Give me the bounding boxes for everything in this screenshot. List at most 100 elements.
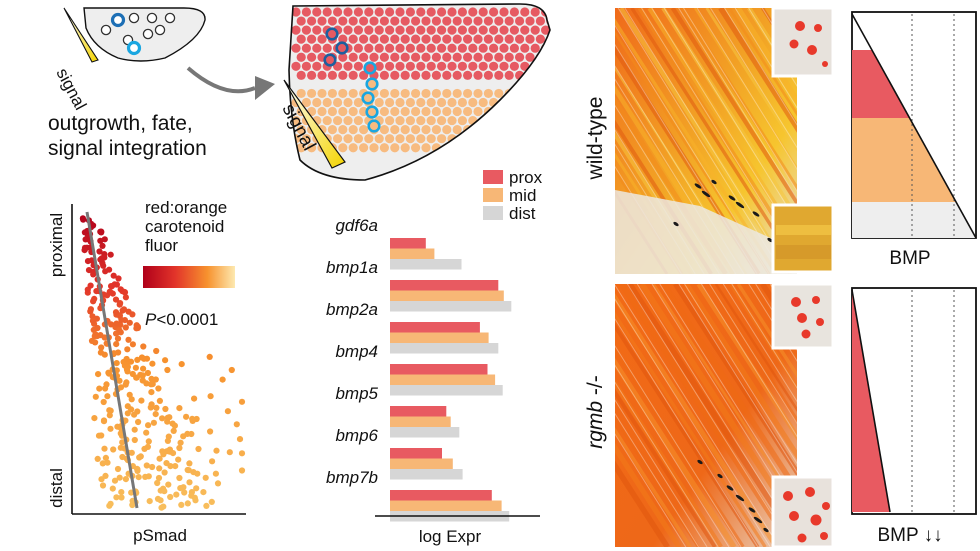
scatter-point — [119, 307, 126, 314]
labeled-cell — [363, 61, 377, 75]
fin-cell — [395, 134, 405, 144]
fin-cell — [353, 61, 363, 71]
fin-cell — [416, 61, 426, 71]
fin-cell — [515, 88, 525, 99]
fin-cell — [411, 70, 421, 80]
scatter-point — [98, 432, 105, 439]
scatter-point — [140, 365, 147, 372]
scatter-point — [122, 294, 129, 301]
scatter-point — [106, 407, 113, 414]
fin-cell — [463, 34, 473, 44]
fin-cell — [411, 52, 421, 62]
scatter-point — [107, 251, 114, 258]
scatter-point — [176, 444, 183, 452]
scatter-point — [155, 385, 162, 392]
large-signal-wedge — [283, 79, 346, 169]
fin-cell — [307, 88, 317, 99]
fin-cell — [374, 43, 384, 53]
fin-cell — [442, 125, 452, 135]
fin-cell — [530, 134, 540, 144]
scatter-point — [99, 460, 106, 467]
fin-cell — [463, 52, 473, 62]
fin-cell — [301, 134, 311, 144]
fin-cell — [530, 43, 540, 53]
fin-cell — [416, 43, 426, 53]
fin-cell — [374, 97, 384, 108]
gene-label-bmp6: bmp6 — [335, 426, 378, 445]
scatter-point — [208, 498, 215, 505]
fin-cell — [483, 88, 493, 99]
scatter-point — [89, 317, 96, 324]
scatter-point — [161, 488, 168, 495]
scatter-point — [150, 419, 157, 426]
fin-cell — [447, 43, 457, 53]
fin-cell — [530, 25, 540, 35]
scatter-point — [172, 463, 179, 470]
scatter-point — [87, 308, 94, 315]
fin-cell — [478, 61, 488, 71]
bar-bmp7b-prox — [390, 490, 492, 501]
fin-cell — [343, 61, 353, 71]
scatter-point — [98, 344, 105, 351]
scatter-point — [176, 405, 183, 412]
fin-cell — [348, 34, 358, 44]
fin-cell — [551, 134, 560, 143]
fin-cell — [333, 134, 343, 144]
fin-cell — [296, 125, 306, 135]
fin-cell — [520, 43, 530, 53]
fin-cell — [535, 125, 546, 135]
rgmb-genotype: -/- — [584, 375, 607, 401]
gene-label-bmp1a: bmp1a — [326, 258, 378, 277]
scatter-point — [124, 403, 131, 410]
scatter-point — [90, 271, 97, 278]
fin-cell — [452, 88, 462, 99]
bar-gdf6a-prox — [390, 238, 426, 249]
scatter-point — [162, 405, 169, 413]
scatter-point — [203, 502, 210, 509]
wild-type-label: wild-type — [584, 97, 607, 181]
scatter-point — [176, 474, 183, 482]
fin-cell — [504, 106, 514, 117]
down-arrows-icon: ↓↓ — [924, 525, 943, 546]
fin-cell — [296, 16, 306, 26]
scatter-point — [97, 332, 104, 339]
fin-cell — [525, 143, 535, 153]
fin-cell — [447, 79, 457, 89]
fin-cell — [333, 115, 343, 126]
fin-cell — [437, 97, 447, 108]
scatter-point — [153, 347, 160, 355]
fin-cell — [327, 88, 337, 99]
fin-cell — [374, 25, 384, 35]
scatter-point — [84, 258, 92, 265]
fin-cell — [447, 97, 457, 108]
fin-cell — [385, 115, 395, 126]
scatter-point — [173, 491, 180, 498]
gene-label-gdf6a: gdf6a — [335, 216, 378, 235]
fin-cell — [535, 34, 546, 44]
labeled-cell — [323, 53, 337, 67]
scatter-point — [116, 327, 123, 334]
scatter-point — [113, 320, 120, 327]
fin-cell — [489, 134, 499, 144]
fin-cell — [499, 134, 509, 144]
fin-cell — [551, 62, 560, 71]
scatter-point — [178, 501, 185, 508]
bar-bmp1a-prox — [390, 280, 499, 291]
scatter-point — [160, 451, 167, 458]
fin-cell — [338, 125, 348, 135]
fin-cell — [317, 34, 327, 44]
scatter-point — [149, 360, 156, 367]
fin-cell — [452, 52, 462, 62]
legend-label-mid: mid — [509, 186, 536, 205]
fin-cell — [473, 52, 483, 62]
fin-cell — [504, 70, 514, 80]
fin-cell — [405, 97, 415, 108]
fin-cell — [312, 43, 322, 53]
scatter-point — [107, 500, 114, 507]
fin-cell — [400, 70, 410, 80]
fin-cell — [535, 52, 546, 62]
scatter-point — [92, 331, 99, 338]
scatter-point — [85, 267, 93, 274]
fin-cell — [442, 143, 452, 153]
